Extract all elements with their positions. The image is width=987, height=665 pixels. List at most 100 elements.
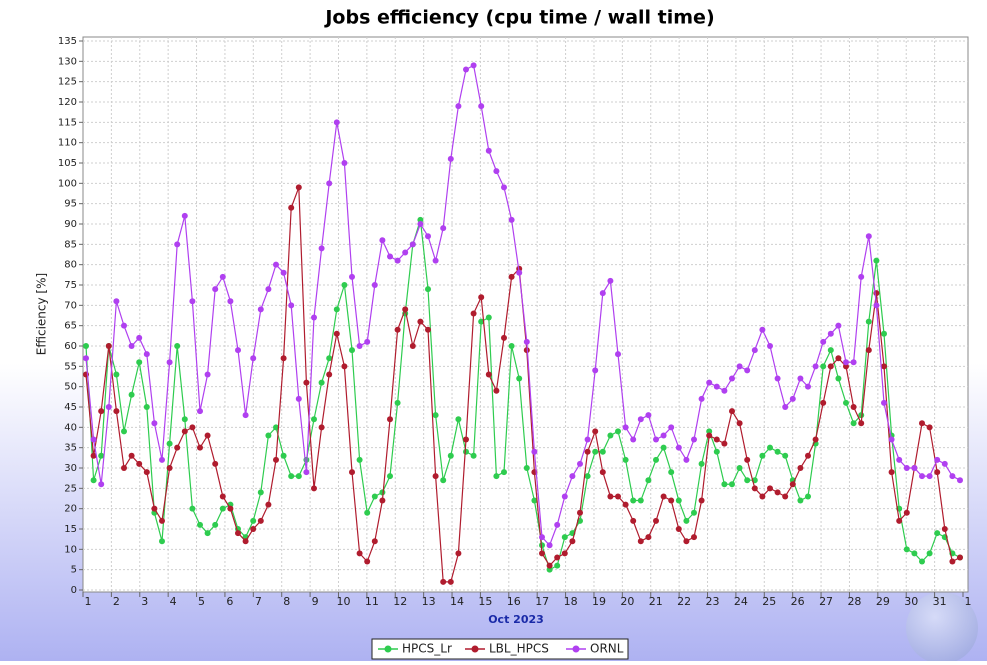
data-point — [220, 506, 226, 512]
data-point — [433, 412, 439, 418]
x-tick-label: 18 — [564, 595, 578, 608]
data-point — [676, 445, 682, 451]
data-point — [258, 306, 264, 312]
data-point — [691, 510, 697, 516]
data-point — [395, 327, 401, 333]
data-point — [509, 343, 515, 349]
data-point — [843, 400, 849, 406]
data-point — [273, 262, 279, 268]
data-point — [197, 445, 203, 451]
data-point — [699, 396, 705, 402]
data-point — [554, 563, 560, 569]
data-point — [949, 559, 955, 565]
data-point — [182, 416, 188, 422]
x-tick-label: 30 — [904, 595, 918, 608]
data-point — [501, 335, 507, 341]
data-point — [265, 286, 271, 292]
data-point — [661, 432, 667, 438]
data-point — [341, 282, 347, 288]
data-point — [220, 493, 226, 499]
data-point — [934, 469, 940, 475]
data-point — [554, 554, 560, 560]
chart-title: Jobs efficiency (cpu time / wall time) — [323, 7, 714, 29]
data-point — [486, 315, 492, 321]
data-point — [189, 424, 195, 430]
data-point — [395, 258, 401, 264]
x-axis-label: Oct 2023 — [488, 613, 544, 626]
data-point — [714, 384, 720, 390]
data-point — [858, 420, 864, 426]
data-point — [448, 453, 454, 459]
data-point — [927, 473, 933, 479]
data-point — [455, 416, 461, 422]
data-point — [189, 506, 195, 512]
data-point — [250, 526, 256, 532]
data-point — [828, 331, 834, 337]
y-tick-label: 75 — [64, 280, 77, 291]
y-tick-label: 115 — [58, 117, 77, 128]
data-point — [151, 506, 157, 512]
data-point — [174, 241, 180, 247]
data-point — [615, 428, 621, 434]
y-tick-label: 125 — [58, 77, 77, 88]
data-point — [835, 323, 841, 329]
data-point — [235, 347, 241, 353]
data-point — [828, 363, 834, 369]
data-point — [281, 453, 287, 459]
data-point — [797, 465, 803, 471]
y-tick-label: 130 — [58, 56, 77, 67]
data-point — [379, 498, 385, 504]
data-point — [691, 437, 697, 443]
data-point — [957, 477, 963, 483]
data-point — [410, 343, 416, 349]
chart: Jobs efficiency (cpu time / wall time) E… — [0, 0, 987, 661]
data-point — [501, 184, 507, 190]
y-axis-label: Efficiency [%] — [35, 273, 49, 355]
data-point — [174, 445, 180, 451]
data-point — [554, 522, 560, 528]
data-point — [782, 404, 788, 410]
data-point — [364, 559, 370, 565]
data-point — [744, 367, 750, 373]
data-point — [790, 481, 796, 487]
data-point — [144, 469, 150, 475]
data-point — [493, 168, 499, 174]
x-tick-label: 10 — [336, 595, 350, 608]
x-tick-label: 25 — [762, 595, 776, 608]
data-point — [205, 530, 211, 536]
x-tick-label: 31 — [933, 595, 947, 608]
y-tick-label: 90 — [64, 219, 77, 230]
data-point — [113, 298, 119, 304]
data-point — [531, 449, 537, 455]
data-point — [737, 420, 743, 426]
data-point — [668, 424, 674, 430]
x-tick-label: 29 — [876, 595, 890, 608]
data-point — [630, 518, 636, 524]
data-point — [357, 343, 363, 349]
data-point — [250, 518, 256, 524]
data-point — [683, 518, 689, 524]
data-point — [676, 498, 682, 504]
data-point — [296, 184, 302, 190]
data-point — [478, 103, 484, 109]
data-point — [600, 469, 606, 475]
data-point — [197, 522, 203, 528]
data-point — [592, 449, 598, 455]
data-point — [668, 498, 674, 504]
data-point — [653, 457, 659, 463]
data-point — [364, 510, 370, 516]
data-point — [113, 371, 119, 377]
data-point — [805, 453, 811, 459]
data-point — [805, 384, 811, 390]
data-point — [98, 481, 104, 487]
y-tick-label: 20 — [64, 504, 77, 515]
y-tick-label: 15 — [64, 524, 77, 535]
data-point — [539, 534, 545, 540]
x-tick-label: 19 — [592, 595, 606, 608]
data-point — [615, 351, 621, 357]
data-point — [113, 408, 119, 414]
data-point — [341, 160, 347, 166]
data-point — [144, 404, 150, 410]
data-point — [326, 180, 332, 186]
data-point — [448, 156, 454, 162]
